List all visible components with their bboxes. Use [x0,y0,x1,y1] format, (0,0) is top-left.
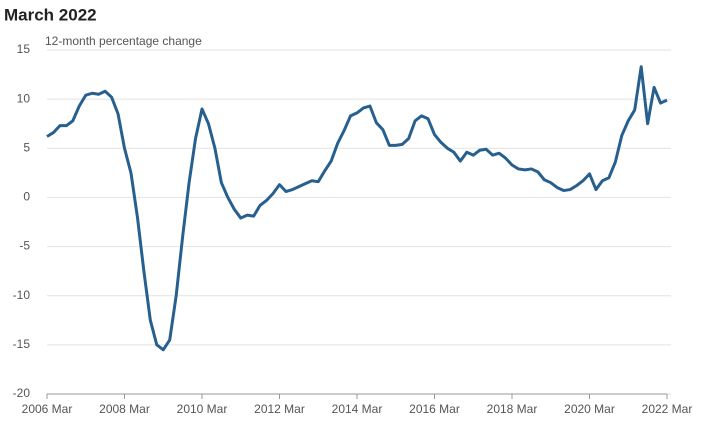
x-tick-label: 2020 Mar [564,402,615,416]
y-tick-label: -20 [13,386,31,400]
y-tick-label: -5 [19,239,30,253]
y-tick-label: -10 [13,288,31,302]
x-tick-label: 2006 Mar [22,402,73,416]
y-tick-label: 15 [17,42,31,56]
x-tick-label: 2016 Mar [409,402,460,416]
x-tick-label: 2012 Mar [254,402,305,416]
y-tick-label: 5 [23,140,30,154]
x-tick-label: 2018 Mar [487,402,538,416]
x-tick-label: 2022 Mar [642,402,693,416]
y-tick-label: -15 [13,337,31,351]
chart-title: March 2022 [4,5,97,24]
data-line [46,65,668,352]
x-tick-label: 2010 Mar [177,402,228,416]
y-tick-label: 10 [17,91,31,105]
x-tick-label: 2008 Mar [99,402,150,416]
x-tick-label: 2014 Mar [332,402,383,416]
chart-subtitle: 12-month percentage change [45,34,202,48]
y-tick-label: 0 [23,190,30,204]
